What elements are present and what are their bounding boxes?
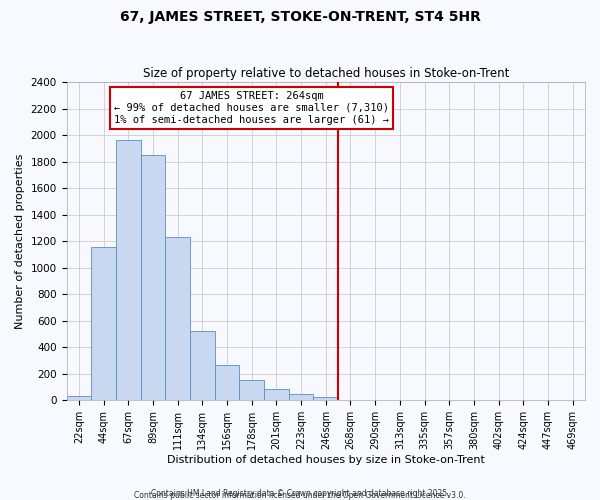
Bar bbox=[116, 140, 140, 400]
Bar bbox=[140, 155, 165, 400]
Bar bbox=[313, 397, 338, 400]
Bar bbox=[264, 389, 289, 400]
Bar bbox=[67, 396, 91, 400]
Bar bbox=[215, 364, 239, 400]
Bar bbox=[289, 394, 313, 400]
Bar bbox=[165, 237, 190, 400]
Text: 67 JAMES STREET: 264sqm
← 99% of detached houses are smaller (7,310)
1% of semi-: 67 JAMES STREET: 264sqm ← 99% of detache… bbox=[114, 92, 389, 124]
X-axis label: Distribution of detached houses by size in Stoke-on-Trent: Distribution of detached houses by size … bbox=[167, 455, 485, 465]
Bar bbox=[190, 332, 215, 400]
Bar bbox=[239, 380, 264, 400]
Bar bbox=[91, 246, 116, 400]
Title: Size of property relative to detached houses in Stoke-on-Trent: Size of property relative to detached ho… bbox=[143, 66, 509, 80]
Text: Contains public sector information licensed under the Open Government Licence v3: Contains public sector information licen… bbox=[134, 491, 466, 500]
Text: Contains HM Land Registry data © Crown copyright and database right 2025.: Contains HM Land Registry data © Crown c… bbox=[151, 488, 449, 498]
Text: 67, JAMES STREET, STOKE-ON-TRENT, ST4 5HR: 67, JAMES STREET, STOKE-ON-TRENT, ST4 5H… bbox=[119, 10, 481, 24]
Y-axis label: Number of detached properties: Number of detached properties bbox=[15, 154, 25, 329]
